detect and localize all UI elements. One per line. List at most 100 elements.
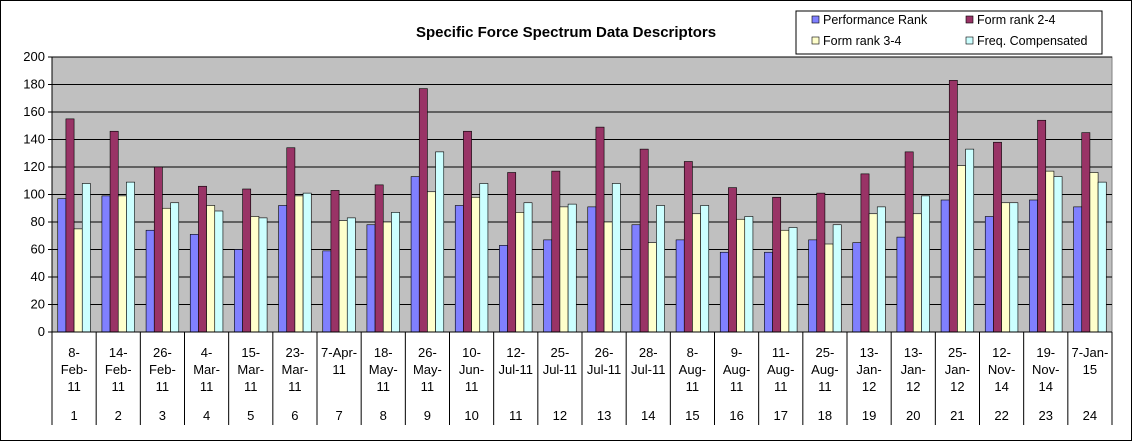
x-tick-label: 23- — [286, 345, 305, 360]
bar — [868, 213, 878, 333]
bar — [234, 249, 243, 333]
x-tick-number: 19 — [862, 408, 876, 423]
x-tick-number: 15 — [685, 408, 699, 423]
x-tick-label: Aug- — [767, 362, 794, 377]
bar — [162, 207, 171, 333]
x-tick-label: 11 — [332, 362, 346, 377]
x-tick-label: 26- — [153, 345, 172, 360]
x-tick-label: Feb- — [61, 362, 88, 377]
x-tick-label: 28- — [639, 345, 658, 360]
x-tick-number: 7 — [335, 408, 342, 423]
bar — [780, 229, 790, 333]
bar — [515, 212, 525, 333]
x-tick-number: 18 — [818, 408, 832, 423]
bar — [692, 213, 701, 333]
x-tick-label: 12 — [906, 379, 920, 394]
x-tick-label: 11 — [200, 379, 214, 394]
x-tick-label: Mar- — [237, 362, 264, 377]
x-tick-label: Nov- — [1032, 362, 1059, 377]
x-tick-label: Jul-11 — [499, 362, 533, 377]
bar — [330, 190, 340, 333]
bar — [338, 220, 348, 333]
x-tick-label: 11 — [774, 379, 788, 394]
bar — [896, 236, 906, 333]
y-tick-label: 60 — [31, 242, 45, 257]
x-tick-number: 23 — [1039, 408, 1053, 423]
x-tick-number: 14 — [641, 408, 655, 423]
x-tick-label: Jul-11 — [543, 362, 577, 377]
bar — [683, 161, 693, 333]
bar — [719, 251, 729, 333]
bar — [567, 203, 577, 333]
bar — [656, 205, 665, 333]
x-tick-label: Jan- — [856, 362, 881, 377]
bar — [957, 165, 966, 333]
bar — [824, 243, 834, 333]
x-tick-label: 11- — [772, 345, 790, 360]
bar — [101, 195, 111, 333]
bar — [250, 216, 260, 333]
y-tick-label: 200 — [23, 49, 45, 64]
x-tick-number: 16 — [729, 408, 743, 423]
bar — [772, 196, 782, 333]
x-tick-label: Nov- — [988, 362, 1015, 377]
bar — [435, 151, 445, 333]
x-tick-number: 20 — [906, 408, 920, 423]
x-tick-label: 25- — [948, 345, 967, 360]
bar — [81, 183, 91, 333]
axes: 0204060801001201401601802008-Feb-11114-F… — [23, 49, 1113, 425]
x-tick-number: 24 — [1083, 408, 1097, 423]
bar — [57, 198, 67, 333]
bar — [904, 151, 914, 333]
x-tick-label: 8- — [68, 345, 80, 360]
legend-swatch — [811, 15, 820, 24]
x-tick-number: 12 — [553, 408, 567, 423]
x-tick-label: Feb- — [105, 362, 132, 377]
bar — [1081, 132, 1091, 333]
x-tick-number: 1 — [70, 408, 77, 423]
x-tick-label: 15- — [241, 345, 260, 360]
bar — [145, 229, 155, 333]
bar — [551, 170, 561, 333]
x-tick-number: 5 — [247, 408, 254, 423]
x-tick-label: 10- — [462, 345, 481, 360]
bar — [126, 181, 135, 333]
bar — [117, 195, 127, 333]
legend-label: Form rank 2-4 — [977, 13, 1056, 27]
bar — [984, 216, 994, 333]
bar — [728, 187, 737, 333]
gridlines — [52, 56, 1112, 333]
x-tick-label: 11 — [244, 379, 258, 394]
x-tick-number: 8 — [380, 408, 387, 423]
x-tick-label: 11 — [288, 379, 302, 394]
x-tick-label: May- — [413, 362, 442, 377]
x-tick-number: 13 — [597, 408, 611, 423]
x-tick-label: 15 — [1083, 362, 1097, 377]
bar — [764, 251, 773, 333]
bar — [427, 191, 436, 333]
x-tick-number: 3 — [159, 408, 166, 423]
x-tick-number: 22 — [994, 408, 1008, 423]
bar — [921, 195, 930, 333]
x-tick-label: 11 — [112, 379, 126, 394]
bar — [258, 217, 268, 333]
bar — [418, 88, 428, 333]
bar — [391, 212, 400, 333]
bar — [374, 184, 384, 333]
bar — [852, 242, 862, 333]
x-tick-label: Jul-11 — [631, 362, 665, 377]
bar — [382, 221, 392, 333]
x-tick-number: 2 — [115, 408, 122, 423]
bar — [206, 205, 216, 333]
legend: Performance Rank Form rank 2-4 Form rank 3… — [795, 10, 1103, 55]
bar — [322, 250, 332, 333]
bar — [1029, 199, 1038, 333]
x-tick-label: 26- — [595, 345, 614, 360]
x-tick-number: 11 — [509, 408, 523, 423]
x-tick-label: 11 — [686, 379, 700, 394]
bar — [65, 118, 75, 333]
legend-swatch — [965, 36, 974, 45]
y-tick-label: 40 — [31, 269, 45, 284]
